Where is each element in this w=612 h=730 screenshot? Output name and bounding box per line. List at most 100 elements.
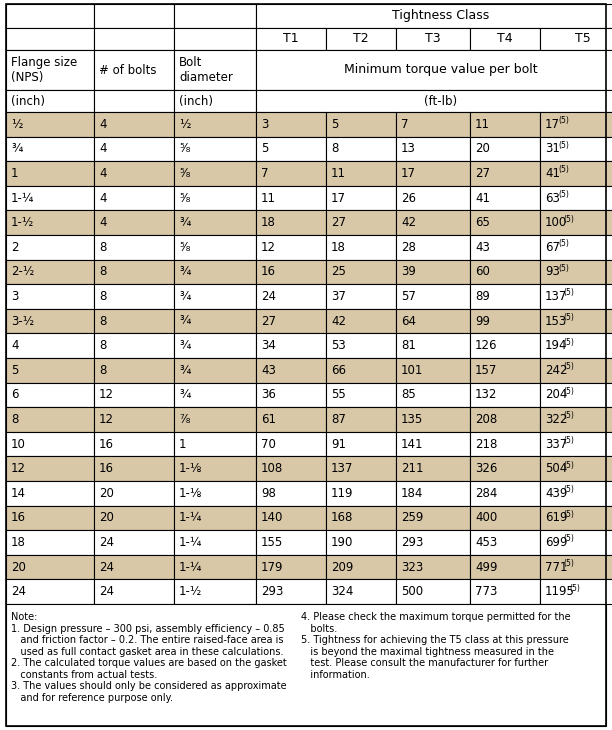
Text: 5. Tightness for achieving the T5 class at this pressure: 5. Tightness for achieving the T5 class … bbox=[301, 635, 569, 645]
Text: 98: 98 bbox=[261, 487, 276, 500]
Bar bbox=[540, 137, 612, 161]
Text: 25: 25 bbox=[331, 266, 346, 278]
Bar bbox=[470, 456, 540, 481]
Text: ¾: ¾ bbox=[179, 388, 190, 402]
Bar bbox=[174, 432, 256, 456]
Bar bbox=[470, 137, 540, 161]
Bar bbox=[326, 580, 396, 604]
Text: 99: 99 bbox=[475, 315, 490, 328]
Text: ¾: ¾ bbox=[179, 315, 190, 328]
Text: 179: 179 bbox=[261, 561, 283, 574]
Text: (5): (5) bbox=[558, 264, 569, 273]
Bar bbox=[94, 260, 174, 284]
Text: 20: 20 bbox=[99, 512, 114, 524]
Text: 8: 8 bbox=[11, 413, 18, 426]
Bar bbox=[6, 481, 94, 506]
Bar bbox=[174, 161, 256, 186]
Text: 60: 60 bbox=[475, 266, 490, 278]
Bar bbox=[470, 506, 540, 530]
Bar bbox=[470, 481, 540, 506]
Text: 190: 190 bbox=[331, 536, 353, 549]
Bar bbox=[396, 481, 470, 506]
Bar bbox=[540, 580, 612, 604]
Text: ½: ½ bbox=[179, 118, 190, 131]
Text: 5: 5 bbox=[331, 118, 338, 131]
Bar bbox=[6, 284, 94, 309]
Text: 24: 24 bbox=[11, 585, 26, 598]
Text: 16: 16 bbox=[99, 462, 114, 475]
Bar bbox=[326, 28, 396, 50]
Text: 61: 61 bbox=[261, 413, 276, 426]
Text: 7: 7 bbox=[401, 118, 408, 131]
Bar bbox=[540, 284, 612, 309]
Text: 324: 324 bbox=[331, 585, 353, 598]
Text: 8: 8 bbox=[99, 241, 106, 254]
Text: 3. The values should only be considered as approximate: 3. The values should only be considered … bbox=[11, 681, 286, 691]
Text: 1-¼: 1-¼ bbox=[179, 561, 203, 574]
Text: ¾: ¾ bbox=[179, 364, 190, 377]
Bar bbox=[174, 235, 256, 260]
Text: ½: ½ bbox=[11, 118, 23, 131]
Text: ¾: ¾ bbox=[179, 339, 190, 352]
Text: 4: 4 bbox=[11, 339, 18, 352]
Bar bbox=[326, 407, 396, 432]
Text: 4: 4 bbox=[99, 118, 106, 131]
Text: 65: 65 bbox=[475, 216, 490, 229]
Bar bbox=[396, 137, 470, 161]
Text: 2: 2 bbox=[11, 241, 18, 254]
Bar bbox=[470, 235, 540, 260]
Bar bbox=[540, 334, 612, 358]
Text: 8: 8 bbox=[99, 364, 106, 377]
Bar bbox=[540, 358, 612, 383]
Text: 18: 18 bbox=[331, 241, 346, 254]
Bar bbox=[326, 481, 396, 506]
Bar bbox=[470, 186, 540, 210]
Text: (5): (5) bbox=[564, 534, 575, 543]
Bar bbox=[6, 456, 94, 481]
Text: test. Please consult the manufacturer for further: test. Please consult the manufacturer fo… bbox=[301, 658, 548, 668]
Bar bbox=[94, 555, 174, 580]
Text: 773: 773 bbox=[475, 585, 498, 598]
Text: ⁵⁄₈: ⁵⁄₈ bbox=[179, 167, 190, 180]
Bar bbox=[396, 284, 470, 309]
Text: 4: 4 bbox=[99, 142, 106, 155]
Bar bbox=[326, 112, 396, 137]
Text: 85: 85 bbox=[401, 388, 416, 402]
Text: 24: 24 bbox=[99, 585, 114, 598]
Bar bbox=[256, 358, 326, 383]
Bar bbox=[540, 530, 612, 555]
Text: 135: 135 bbox=[401, 413, 424, 426]
Bar bbox=[94, 309, 174, 334]
Text: 101: 101 bbox=[401, 364, 424, 377]
Bar bbox=[396, 530, 470, 555]
Bar bbox=[94, 456, 174, 481]
Bar bbox=[396, 28, 470, 50]
Bar bbox=[174, 481, 256, 506]
Text: 1195: 1195 bbox=[545, 585, 575, 598]
Text: 242: 242 bbox=[545, 364, 567, 377]
Bar bbox=[174, 50, 256, 90]
Text: 11: 11 bbox=[331, 167, 346, 180]
Text: 18: 18 bbox=[11, 536, 26, 549]
Text: 24: 24 bbox=[261, 290, 276, 303]
Text: 3: 3 bbox=[261, 118, 269, 131]
Bar bbox=[94, 235, 174, 260]
Text: 42: 42 bbox=[401, 216, 416, 229]
Text: 12: 12 bbox=[11, 462, 26, 475]
Bar bbox=[94, 112, 174, 137]
Text: (5): (5) bbox=[564, 337, 575, 347]
Bar bbox=[256, 137, 326, 161]
Bar bbox=[470, 555, 540, 580]
Text: 70: 70 bbox=[261, 437, 276, 450]
Text: 208: 208 bbox=[475, 413, 497, 426]
Text: 28: 28 bbox=[401, 241, 416, 254]
Text: 8: 8 bbox=[99, 290, 106, 303]
Text: 43: 43 bbox=[261, 364, 276, 377]
Text: 619: 619 bbox=[545, 512, 567, 524]
Bar bbox=[256, 186, 326, 210]
Bar bbox=[326, 186, 396, 210]
Text: 24: 24 bbox=[99, 561, 114, 574]
Text: 63: 63 bbox=[545, 191, 560, 204]
Text: 10: 10 bbox=[11, 437, 26, 450]
Bar bbox=[6, 28, 94, 50]
